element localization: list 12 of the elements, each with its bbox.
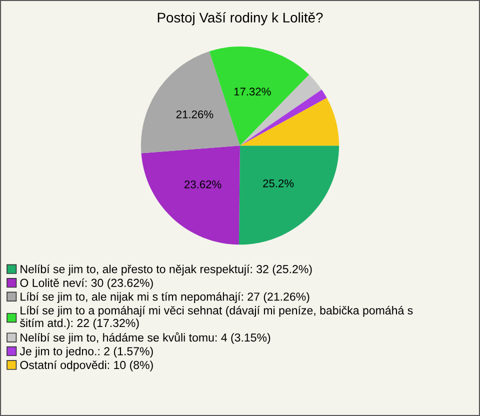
data-label: 17.32% [234,88,271,96]
legend-label: O Lolitě neví: 30 (23.62%) [20,278,153,290]
chart-title: Postoj Vaší rodiny k Lolitě? [158,12,323,26]
data-label: 25.2% [263,179,294,188]
legend-label: Líbí se jim to, ale nijak mi s tím nepomáhají: 27 (21.26%) [20,292,310,304]
legend-label: Je jim to jedno.: 2 (1.57%) [20,346,153,358]
legend-label: Nelíbí se jim to, hádáme se kvůli tomu: 4 (3.15%) [20,332,270,344]
legend-label: Ostatní odpovědi: 10 (8%) [20,360,153,372]
legend-label: Líbí se jim to a pomáhají mi věci sehnat (dávají mi peníze, babička pomáhá s šitím atd.): 22 (17.32%) [20,306,413,330]
data-label: 21.26% [176,110,214,118]
data-label: 23.62% [184,180,222,188]
legend-label: Nelíbí se jim to, ale přesto to nějak respektují: 32 (25.2%) [20,264,312,276]
